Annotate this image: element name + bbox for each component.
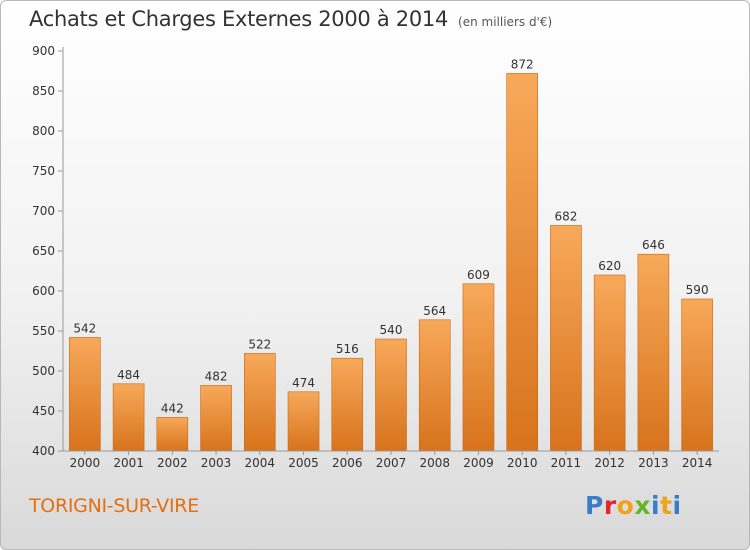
- bar-value-label: 442: [161, 401, 184, 415]
- x-tick-label: 2007: [376, 456, 407, 470]
- bar-value-label: 609: [467, 268, 490, 282]
- chart-title: Achats et Charges Externes 2000 à 2014 (e…: [29, 7, 552, 31]
- y-tick-label: 550: [32, 324, 55, 338]
- logo-letter: r: [603, 491, 617, 520]
- bar-2010: [506, 73, 539, 452]
- bar-value-label: 872: [511, 57, 534, 71]
- x-tick-label: 2005: [288, 456, 319, 470]
- x-tick-label: 2000: [70, 456, 101, 470]
- bar-value-label: 646: [642, 238, 665, 252]
- x-tick-label: 2010: [507, 456, 538, 470]
- logo-letter: i: [672, 491, 682, 520]
- logo-letter: x: [634, 491, 651, 520]
- y-tick-label: 600: [32, 284, 55, 298]
- x-tick-label: 2009: [463, 456, 494, 470]
- logo-letter: i: [651, 491, 661, 520]
- y-tick-label: 900: [32, 44, 55, 58]
- logo-letter: o: [616, 491, 635, 520]
- bars: 542 484 442 482 522 474 516 540 564 609 872 682 620 6…: [69, 57, 713, 452]
- x-tick-label: 2001: [113, 456, 144, 470]
- bar-2003: [200, 385, 232, 452]
- bar-2008: [418, 319, 451, 452]
- y-tick-label: 700: [32, 204, 55, 218]
- bar-2001: [112, 383, 145, 452]
- bar-2005: [287, 391, 320, 452]
- bar-value-label: 522: [248, 337, 271, 351]
- y-tick-label: 850: [32, 84, 55, 98]
- bar-value-label: 590: [686, 283, 709, 297]
- x-tick-label: 2006: [332, 456, 363, 470]
- logo-letter: t: [660, 491, 673, 520]
- y-tick-label: 500: [32, 364, 55, 378]
- chart-title-text: Achats et Charges Externes 2000 à 2014: [29, 7, 449, 31]
- chart-subtitle: (en milliers d'€): [458, 15, 553, 29]
- y-tick-label: 650: [32, 244, 55, 258]
- y-tick-label: 450: [32, 404, 55, 418]
- location-label: TORIGNI-SUR-VIRE: [29, 495, 199, 517]
- bar-value-label: 542: [73, 321, 96, 335]
- proxiti-logo: Proxiti: [585, 491, 682, 520]
- bar-value-label: 516: [336, 342, 359, 356]
- bar-2012: [593, 274, 626, 452]
- y-tick-label: 400: [32, 444, 55, 458]
- bar-2004: [244, 353, 276, 452]
- bar-2011: [550, 225, 582, 452]
- x-tick-label: 2004: [245, 456, 276, 470]
- bar-2002: [156, 417, 189, 452]
- x-tick-label: 2012: [594, 456, 625, 470]
- x-tick-label: 2013: [638, 456, 669, 470]
- bar-2009: [462, 283, 495, 452]
- bar-value-label: 474: [292, 376, 315, 390]
- x-tick-label: 2003: [201, 456, 232, 470]
- bar-value-label: 482: [205, 369, 228, 383]
- y-tick-label: 800: [32, 124, 55, 138]
- bar-value-label: 620: [598, 259, 621, 273]
- y-axis: 400 450 500 550 600 650 700 750 800 850 900: [32, 44, 64, 458]
- bar-2006: [331, 357, 364, 452]
- bar-2007: [375, 338, 407, 452]
- x-tick-label: 2011: [551, 456, 582, 470]
- bar-value-label: 564: [423, 304, 446, 318]
- bar-value-label: 484: [117, 368, 140, 382]
- y-tick-label: 750: [32, 164, 55, 178]
- bar-2014: [681, 298, 713, 452]
- logo-letter: P: [585, 491, 604, 520]
- bar-2013: [637, 253, 670, 452]
- bar-value-label: 540: [380, 323, 403, 337]
- x-tick-label: 2014: [682, 456, 713, 470]
- bar-value-label: 682: [554, 209, 577, 223]
- x-axis: 2000 2001 2002 2003 2004 2005 2006 2007 2008 2009…: [63, 450, 719, 470]
- x-tick-label: 2008: [419, 456, 450, 470]
- bar-2000: [69, 337, 101, 452]
- x-tick-label: 2002: [157, 456, 188, 470]
